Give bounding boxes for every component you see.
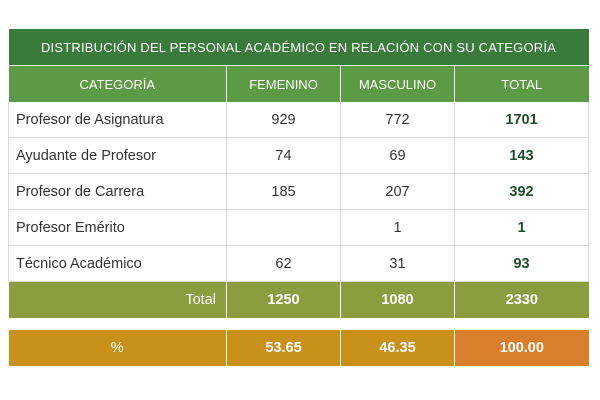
cell-categoria: Profesor de Asignatura: [8, 102, 227, 138]
cell-categoria: Ayudante de Profesor: [8, 137, 227, 174]
total-femenino: 1250: [226, 281, 341, 318]
table-row: Ayudante de Profesor 74 69 143: [8, 137, 590, 174]
cell-femenino: [226, 209, 341, 246]
cell-femenino: 929: [226, 102, 341, 138]
cell-total: 1701: [454, 102, 590, 138]
cell-total: 93: [454, 245, 590, 282]
table-title-row: DISTRIBUCIÓN DEL PERSONAL ACADÉMICO EN R…: [8, 29, 589, 66]
table-title: DISTRIBUCIÓN DEL PERSONAL ACADÉMICO EN R…: [8, 29, 589, 66]
cell-total: 1: [454, 209, 590, 246]
cell-total: 392: [454, 173, 590, 210]
total-total: 2330: [453, 281, 589, 318]
table-row: Profesor de Asignatura 929 772 1701: [8, 102, 590, 138]
cell-femenino: 74: [226, 137, 341, 174]
percent-row: % 53.65 46.35 100.00: [8, 330, 589, 366]
header-total: TOTAL: [453, 65, 589, 102]
table-header-row: CATEGORÍA FEMENINO MASCULINO TOTAL: [8, 65, 589, 102]
header-masculino: MASCULINO: [340, 65, 455, 102]
percent-total: 100.00: [453, 330, 589, 366]
cell-masculino: 31: [340, 245, 455, 282]
distribution-table-container: DISTRIBUCIÓN DEL PERSONAL ACADÉMICO EN R…: [8, 29, 590, 366]
total-label: Total: [8, 281, 227, 318]
cell-masculino: 207: [340, 173, 455, 210]
cell-masculino: 1: [340, 209, 455, 246]
cell-categoria: Técnico Académico: [8, 245, 227, 282]
row-spacer: [8, 318, 589, 330]
cell-masculino: 772: [340, 102, 455, 138]
cell-categoria: Profesor de Carrera: [8, 173, 227, 210]
table-row: Técnico Académico 62 31 93: [8, 245, 590, 282]
table-row: Profesor Emérito 1 1: [8, 209, 590, 246]
total-masculino: 1080: [340, 281, 455, 318]
header-categoria: CATEGORÍA: [8, 65, 227, 102]
cell-femenino: 185: [226, 173, 341, 210]
percent-femenino: 53.65: [226, 330, 341, 366]
cell-categoria: Profesor Emérito: [8, 209, 227, 246]
table-row: Profesor de Carrera 185 207 392: [8, 173, 590, 210]
cell-femenino: 62: [226, 245, 341, 282]
academic-staff-table: DISTRIBUCIÓN DEL PERSONAL ACADÉMICO EN R…: [8, 29, 590, 366]
percent-masculino: 46.35: [340, 330, 455, 366]
cell-total: 143: [454, 137, 590, 174]
header-femenino: FEMENINO: [226, 65, 341, 102]
cell-masculino: 69: [340, 137, 455, 174]
total-row: Total 1250 1080 2330: [8, 281, 589, 318]
percent-label: %: [8, 330, 227, 366]
